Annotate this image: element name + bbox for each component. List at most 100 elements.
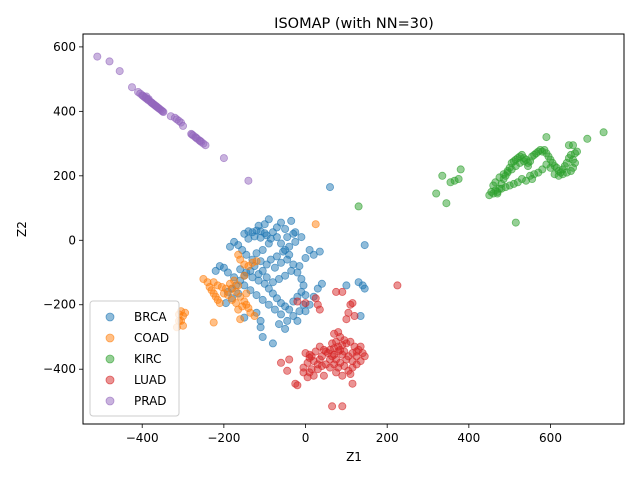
data-point: [223, 268, 232, 277]
y-tick-label: 200: [53, 169, 76, 183]
data-point: [115, 67, 124, 76]
legend-marker: [105, 333, 115, 343]
data-point: [201, 141, 210, 150]
legend-box: [89, 300, 180, 417]
data-point: [293, 268, 302, 277]
data-point: [268, 339, 277, 348]
data-point: [240, 271, 249, 280]
points-layer: [93, 52, 608, 411]
series-prad: [93, 52, 253, 185]
data-point: [276, 258, 285, 267]
data-point: [285, 250, 294, 259]
x-tick-label: 0: [302, 431, 310, 445]
data-point: [311, 220, 320, 229]
data-point: [262, 260, 271, 269]
data-point: [542, 133, 551, 142]
data-point: [338, 371, 347, 380]
data-point: [583, 134, 592, 143]
y-tick-label: −200: [43, 298, 76, 312]
data-point: [242, 289, 251, 298]
y-tick-label: 400: [53, 104, 76, 118]
x-tick-label: 600: [539, 431, 562, 445]
data-point: [438, 171, 447, 180]
x-tick-label: 400: [457, 431, 480, 445]
data-point: [317, 279, 326, 288]
data-point: [151, 101, 160, 110]
data-point: [297, 233, 306, 242]
y-tick-label: 0: [68, 233, 76, 247]
data-point: [262, 273, 271, 282]
data-point: [360, 284, 369, 293]
data-point: [209, 278, 218, 287]
data-point: [332, 337, 341, 346]
data-point: [291, 228, 300, 237]
data-point: [234, 305, 243, 314]
data-point: [274, 320, 283, 329]
data-point: [276, 310, 285, 319]
data-point: [283, 316, 292, 325]
legend: BRCA COAD KIRC LUAD PRAD: [89, 300, 180, 417]
data-point: [454, 174, 463, 183]
data-point: [258, 245, 267, 254]
data-point: [274, 274, 283, 283]
data-point: [281, 324, 290, 333]
data-point: [270, 263, 279, 272]
data-point: [315, 305, 324, 314]
data-point: [281, 271, 290, 280]
data-point: [319, 371, 328, 380]
data-point: [309, 250, 318, 259]
data-point: [270, 305, 279, 314]
legend-marker: [105, 375, 115, 385]
data-point: [283, 233, 292, 242]
data-point: [209, 318, 218, 327]
x-axis-label: Z1: [346, 450, 362, 464]
data-point: [456, 165, 465, 174]
data-point: [348, 299, 357, 308]
data-point: [340, 336, 349, 345]
x-tick-label: −400: [126, 431, 159, 445]
data-point: [293, 381, 302, 390]
data-point: [489, 189, 498, 198]
data-point: [285, 305, 294, 314]
data-point: [252, 257, 261, 266]
data-point: [105, 57, 114, 66]
data-point: [285, 355, 294, 364]
data-point: [442, 199, 451, 208]
data-point: [305, 350, 314, 359]
data-point: [252, 291, 261, 300]
legend-label: KIRC: [134, 352, 162, 366]
data-point: [299, 368, 308, 377]
data-point: [360, 241, 369, 250]
data-point: [276, 239, 285, 248]
plot-frame: [82, 33, 625, 425]
data-point: [350, 311, 359, 320]
data-point: [301, 299, 310, 308]
data-point: [276, 218, 285, 227]
data-point: [211, 266, 220, 275]
data-point: [215, 299, 224, 308]
data-point: [293, 297, 302, 306]
data-point: [93, 52, 102, 61]
legend-marker: [105, 396, 115, 406]
data-point: [348, 379, 357, 388]
y-axis-label: Z2: [15, 221, 29, 237]
data-point: [348, 357, 357, 366]
data-point: [307, 365, 316, 374]
data-point: [342, 281, 351, 290]
data-point: [393, 281, 402, 290]
data-point: [342, 315, 351, 324]
data-point: [283, 366, 292, 375]
legend-label: LUAD: [134, 373, 166, 387]
data-point: [293, 316, 302, 325]
data-point: [256, 323, 265, 332]
data-point: [301, 307, 310, 316]
data-point: [511, 218, 520, 227]
data-point: [236, 315, 245, 324]
data-point: [264, 300, 273, 309]
data-point: [234, 250, 243, 259]
data-point: [291, 237, 300, 246]
legend-marker: [105, 312, 115, 322]
chart-title: ISOMAP (with NN=30): [274, 16, 434, 32]
data-point: [338, 402, 347, 411]
